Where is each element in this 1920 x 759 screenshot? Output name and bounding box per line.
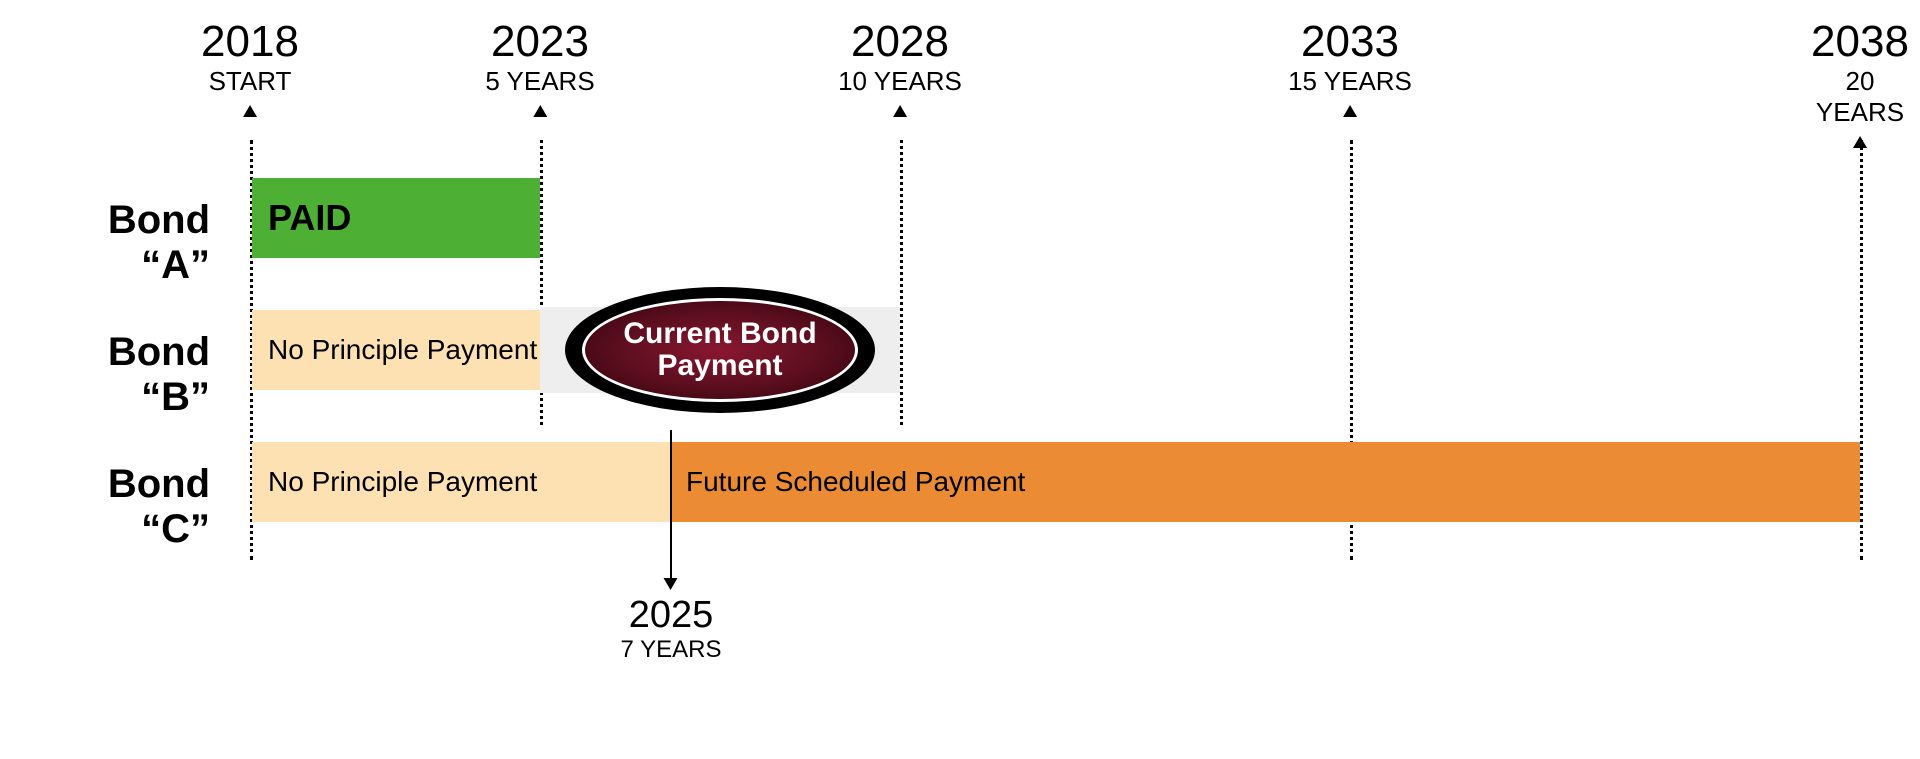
tick-sub: 5 YEARS [485,66,594,97]
tick-2018: 2018 START [201,20,299,117]
bar-bond-c-npp: No Principle Payment [252,442,670,522]
current-bond-payment-callout: Current Bond Payment [565,287,875,413]
bottom-year: 2025 [621,596,722,634]
tick-2028: 2028 10 YEARS [838,20,962,117]
arrow-down-icon [664,578,678,590]
row-label-bond-b: Bond “B” [40,330,210,420]
oval-outer: Current Bond Payment [565,287,875,413]
oval-text: Current Bond Payment [623,318,816,383]
arrow-up-icon [243,105,257,117]
arrow-up-icon [533,105,547,117]
marker-line-2025 [670,430,672,580]
bottom-marker-2025: 2025 7 YEARS [621,578,722,664]
oval-line1: Current Bond [623,317,816,350]
bar-text: No Principle Payment [268,466,537,498]
tick-sub: 10 YEARS [838,66,962,97]
tick-sub: 15 YEARS [1288,66,1412,97]
row-label-bond-a: Bond “A” [40,198,210,288]
tick-2033: 2033 15 YEARS [1288,20,1412,117]
tick-2038: 2038 20 YEARS [1811,20,1909,148]
bar-bond-c-future: Future Scheduled Payment [670,442,1860,522]
gridline [900,140,903,425]
bar-text: Future Scheduled Payment [686,466,1025,498]
bar-bond-b-npp: No Principle Payment [252,310,540,390]
row-label-bond-c: Bond “C” [40,462,210,552]
bottom-sub: 7 YEARS [621,636,722,664]
tick-2023: 2023 5 YEARS [485,20,594,117]
tick-year: 2038 [1811,20,1909,64]
bar-text: No Principle Payment [268,334,537,366]
bar-bond-a-paid: PAID [252,178,540,258]
tick-year: 2028 [838,20,962,64]
oval-line2: Payment [657,349,782,382]
tick-sub: START [201,66,299,97]
bar-text: PAID [268,197,351,239]
oval-inner: Current Bond Payment [582,298,858,403]
arrow-up-icon [893,105,907,117]
tick-year: 2023 [485,20,594,64]
tick-year: 2033 [1288,20,1412,64]
gridline [1860,140,1863,560]
arrow-up-icon [1343,105,1357,117]
tick-sub: 20 YEARS [1811,66,1909,128]
bond-timeline-chart: 2018 START 2023 5 YEARS 2028 10 YEARS 20… [40,20,1880,740]
tick-year: 2018 [201,20,299,64]
